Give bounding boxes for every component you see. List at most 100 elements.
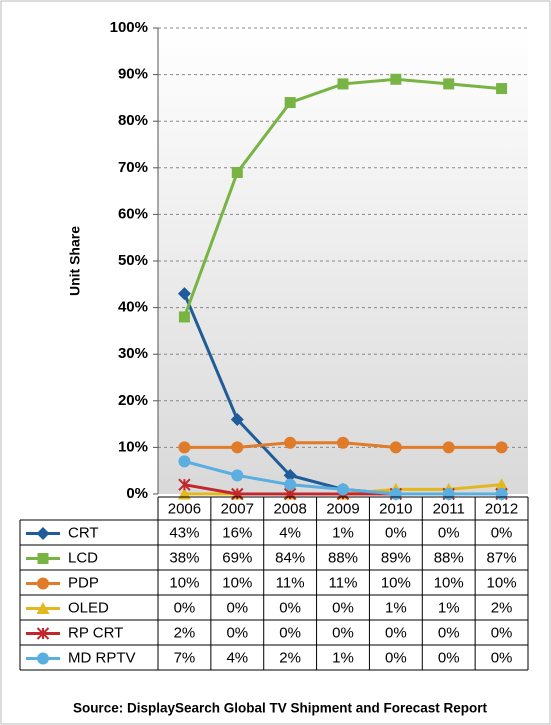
y-tick-label: 60% [118, 205, 148, 222]
table-value: 16% [222, 524, 252, 541]
table-value: 0% [385, 649, 407, 666]
table-value: 0% [332, 624, 354, 641]
marker [442, 441, 455, 454]
table-value: 0% [491, 524, 513, 541]
table-value: 69% [222, 549, 252, 566]
marker [389, 488, 402, 500]
table-value: 0% [279, 624, 301, 641]
table-value: 1% [332, 649, 354, 666]
marker [177, 287, 191, 301]
marker [442, 488, 455, 500]
marker [231, 166, 243, 178]
x-tick-label: 2011 [433, 500, 465, 517]
x-tick-label: 2008 [273, 500, 306, 517]
legend-label: PDP [68, 574, 99, 591]
table-value: 0% [226, 599, 248, 616]
table-value: 10% [434, 574, 464, 591]
legend-label: MD RPTV [68, 649, 136, 666]
y-tick-label: 90% [118, 66, 148, 83]
y-tick-label: 20% [118, 392, 148, 409]
marker [231, 441, 244, 454]
table-value: 84% [275, 549, 305, 566]
table-value: 10% [169, 574, 199, 591]
legend-key [26, 577, 60, 590]
table-value: 89% [381, 549, 411, 566]
table-value: 2% [174, 624, 196, 641]
x-tick-label: 2010 [379, 500, 412, 517]
marker [178, 478, 191, 491]
legend-label: CRT [68, 524, 99, 541]
table-value: 0% [174, 599, 196, 616]
x-tick-label: 2006 [168, 500, 201, 517]
table-value: 1% [385, 599, 407, 616]
table-value: 0% [491, 649, 513, 666]
legend-marker [37, 577, 49, 590]
marker [230, 412, 244, 426]
marker [231, 487, 244, 501]
marker [178, 441, 191, 454]
marker [284, 478, 297, 491]
legend-key [26, 627, 60, 640]
legend-key [26, 553, 60, 564]
table-value: 10% [381, 574, 411, 591]
marker [443, 78, 455, 90]
table-value: 0% [385, 624, 407, 641]
marker [231, 469, 244, 482]
marker [496, 83, 508, 95]
marker [284, 436, 297, 449]
table-value: 0% [332, 599, 354, 616]
y-tick-label: 40% [118, 299, 148, 316]
marker [178, 455, 191, 468]
marker [337, 78, 349, 90]
table-value: 10% [222, 574, 252, 591]
source-note: Source: DisplaySearch Global TV Shipment… [73, 701, 488, 716]
x-tick-label: 2009 [326, 500, 359, 517]
legend-key [26, 652, 60, 665]
x-tick-label: 2012 [485, 500, 518, 517]
table-value: 0% [438, 649, 460, 666]
marker [495, 441, 508, 454]
table-value: 11% [329, 574, 358, 591]
legend-marker [36, 527, 50, 540]
legend-key [26, 602, 60, 614]
marker [495, 478, 509, 491]
table-value: 4% [279, 524, 301, 541]
table-value: 1% [438, 599, 460, 616]
y-tick-label: 30% [118, 345, 148, 362]
table-value: 0% [438, 624, 460, 641]
table-value: 0% [279, 599, 301, 616]
table-value: 11% [276, 574, 305, 591]
legend-label: RP CRT [68, 624, 123, 641]
legend-key [26, 527, 60, 540]
y-axis-label: Unit Share [67, 226, 83, 296]
marker [284, 97, 296, 109]
marker [337, 436, 349, 449]
y-tick-label: 0% [126, 485, 148, 502]
legend-marker [36, 627, 50, 640]
y-tick-label: 70% [118, 159, 148, 176]
table-value: 43% [169, 524, 199, 541]
legend-label: OLED [68, 599, 109, 616]
table-value: 10% [487, 574, 517, 591]
table-value: 88% [434, 549, 464, 566]
table-value: 0% [385, 524, 407, 541]
legend-marker [36, 602, 50, 614]
table-value: 0% [438, 524, 460, 541]
table-value: 2% [491, 599, 513, 616]
table-value: 38% [169, 549, 199, 566]
x-tick-label: 2007 [221, 500, 254, 517]
table-value: 2% [279, 649, 301, 666]
marker [178, 311, 190, 323]
table-value: 87% [487, 549, 517, 566]
legend-label: LCD [68, 549, 98, 566]
table-value: 0% [491, 624, 513, 641]
table-value: 88% [328, 549, 358, 566]
table-value: 4% [226, 649, 248, 666]
y-tick-label: 10% [118, 438, 148, 455]
table-value: 1% [332, 524, 354, 541]
marker [390, 73, 402, 85]
marker [283, 468, 297, 482]
marker [495, 488, 508, 500]
y-tick-label: 100% [110, 19, 148, 36]
